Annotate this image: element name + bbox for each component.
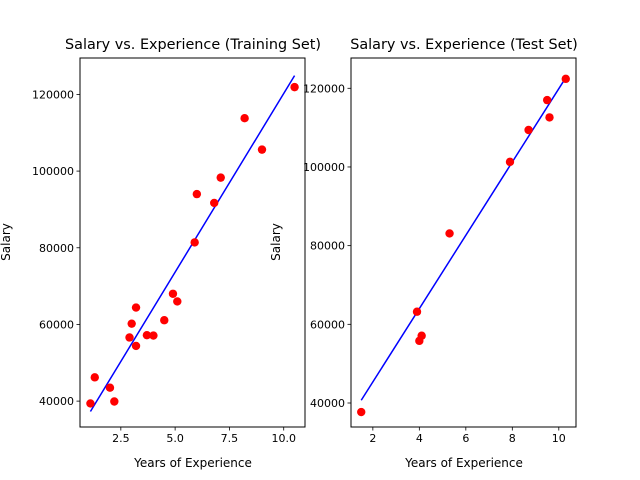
data-point: [86, 399, 95, 408]
y-tick-label: 120000: [32, 88, 74, 101]
data-point: [240, 113, 249, 123]
y-tick-label: 80000: [310, 240, 345, 253]
plot-area: [357, 74, 570, 417]
data-point: [445, 229, 454, 238]
y-tick-label: 40000: [39, 395, 74, 408]
x-axis-label: Years of Experience: [133, 456, 252, 470]
y-tick-label: 100000: [303, 161, 345, 174]
data-point: [142, 330, 152, 340]
data-point: [542, 95, 552, 105]
data-point: [190, 238, 199, 247]
data-point: [505, 157, 515, 167]
chart-test-set: Years of Experience Salary 2 4 6 8 10 40000 60…: [269, 57, 577, 470]
chart-training-set: Years of Experience Salary 2.5 5.0 7.5 10.0…: [0, 57, 306, 470]
data-point: [524, 125, 533, 135]
y-tick-label: 40000: [310, 397, 345, 410]
x-axis-label: Years of Experience: [404, 456, 523, 470]
data-point: [290, 82, 299, 92]
data-point: [125, 333, 134, 342]
data-point: [210, 198, 219, 208]
data-point: [168, 289, 178, 298]
data-point: [127, 319, 136, 328]
axes-frame: [350, 57, 577, 428]
x-tick-label: 10.0: [271, 432, 296, 445]
y-tick-label: 120000: [303, 82, 345, 95]
x-tick-label: 6: [462, 432, 469, 445]
chart-title: Salary vs. Experience (Test Set): [350, 37, 578, 53]
x-tick-label: 2: [369, 432, 376, 445]
data-point: [173, 297, 182, 306]
data-point: [131, 341, 141, 351]
data-point: [216, 173, 225, 182]
x-tick-label: 2.5: [112, 432, 130, 445]
y-axis-label: Salary: [269, 223, 283, 261]
data-point: [90, 373, 99, 382]
data-point: [561, 74, 570, 84]
x-tick-label: 4: [416, 432, 423, 445]
data-point: [131, 303, 141, 312]
y-axis-label: Salary: [0, 223, 13, 261]
data-point: [149, 331, 158, 340]
x-tick-label: 7.5: [221, 432, 239, 445]
chart-title: Salary vs. Experience (Training Set): [65, 37, 321, 53]
data-point: [257, 145, 267, 154]
regression-line: [360, 77, 567, 401]
y-tick-label: 100000: [32, 165, 74, 178]
axes-frame: [79, 57, 306, 428]
y-tick-label: 60000: [310, 318, 345, 331]
data-point: [417, 331, 426, 340]
x-tick-label: 10: [552, 432, 566, 445]
plot-area: [86, 75, 299, 412]
x-tick-label: 8: [509, 432, 516, 445]
data-point: [160, 316, 169, 325]
y-tick-label: 60000: [39, 318, 74, 331]
data-point: [545, 113, 554, 122]
x-tick-label: 5.0: [166, 432, 184, 445]
data-point: [105, 383, 115, 392]
data-point: [357, 407, 366, 417]
data-point: [110, 397, 119, 406]
data-point: [412, 307, 422, 316]
data-point: [192, 189, 202, 199]
y-tick-label: 80000: [39, 242, 74, 255]
